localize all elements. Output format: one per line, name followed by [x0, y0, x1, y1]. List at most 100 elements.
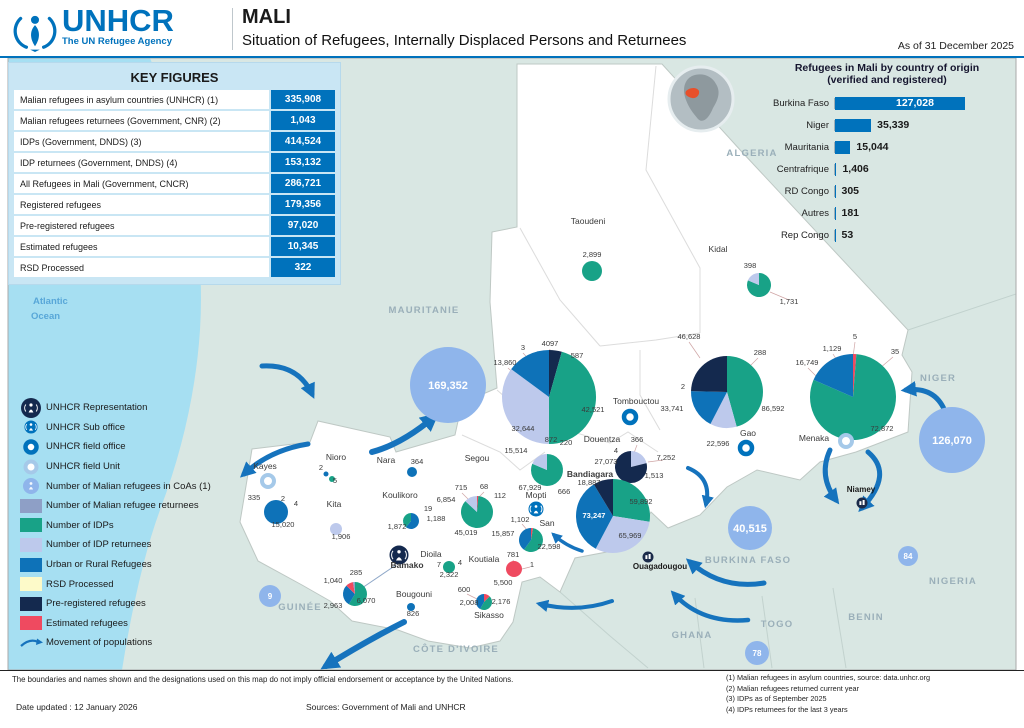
pie-slice — [615, 451, 648, 483]
pie-slice — [576, 484, 613, 549]
chart-value: 181 — [841, 206, 860, 219]
marker-nara — [407, 467, 417, 477]
page-title: MALI — [242, 6, 291, 28]
legend-label: Number of Malian refugee returnees — [46, 500, 199, 512]
legend-item: Number of Malian refugee returnees — [16, 496, 248, 516]
country-label: BURKINA FASO — [705, 555, 791, 566]
key-figures-rows: Malian refugees in asylum countries (UNH… — [14, 90, 335, 277]
chart-value: 15,044 — [856, 140, 889, 153]
figure-label: 59,892 — [630, 497, 653, 506]
chart-bar — [835, 228, 836, 242]
region-label: Bamako — [390, 560, 423, 570]
pie-slice — [348, 582, 368, 607]
chart-bar — [835, 206, 836, 220]
region-label: Dioila — [420, 549, 442, 559]
region-label: Kayes — [253, 461, 277, 471]
marker-dioila — [443, 561, 455, 573]
legend-item: RSD Processed — [16, 574, 248, 594]
pie-slice — [631, 451, 647, 467]
region-label: Nioro — [326, 452, 347, 462]
chart-category-label: RD Congo — [784, 185, 829, 197]
marker-nioro-1 — [323, 471, 329, 477]
pie-san — [518, 528, 543, 552]
legend-label: UNHCR Sub office — [46, 421, 126, 433]
figure-label: 366 — [631, 435, 644, 444]
marker-bougouni — [407, 603, 415, 611]
legend-item: UNHCR field Unit — [16, 457, 248, 477]
figure-label: 1,513 — [645, 471, 664, 480]
coa-value-niger: 126,070 — [932, 435, 972, 447]
ocean-label: Atlantic — [33, 296, 68, 307]
region-label: Nara — [377, 455, 396, 465]
pie-sikasso — [476, 594, 492, 610]
office-city-icon — [642, 551, 654, 563]
region-label: Sikasso — [474, 610, 504, 620]
idp-returnees-swatch — [16, 537, 46, 552]
pie-kidal — [747, 273, 772, 297]
key-figure-row: Malian refugees returnees (Government, C… — [14, 111, 335, 130]
pie-slice — [405, 513, 419, 529]
pie-tombouctou — [502, 350, 597, 445]
figure-label: 2 — [281, 494, 285, 503]
figure-label: 65,969 — [619, 531, 642, 540]
chart-row: Mauritania 15,044 — [756, 136, 1018, 158]
footnote: (2) Malian refugees returned current yea… — [726, 683, 860, 693]
pie-slice — [595, 516, 650, 553]
chart-subtitle: (verified and registered) — [827, 74, 947, 86]
figure-label: 1,102 — [511, 515, 530, 524]
key-figure-label: IDP returnees (Government, DNDS) (4) — [14, 153, 269, 172]
legend-item: Urban or Rural Refugees — [16, 555, 248, 575]
region-label: Gao — [740, 428, 756, 438]
pie-slice — [813, 353, 853, 397]
legend-item: UNHCR field office — [16, 437, 248, 457]
coa-value-guinee: 9 — [268, 592, 273, 601]
pie-slice — [531, 454, 564, 486]
movement-arrow — [822, 447, 840, 505]
unhcr-logo: UNHCR The UN Refugee Agency — [12, 5, 174, 57]
footer: The boundaries and names shown and the d… — [0, 670, 1024, 728]
figure-label: 1,188 — [427, 514, 446, 523]
chart-category-label: Burkina Faso — [773, 97, 829, 109]
country-label: GUINÉE — [278, 602, 322, 613]
chart-category-label: Mauritania — [784, 141, 829, 153]
chart-row: Autres 181 — [756, 202, 1018, 224]
unhcr-field-office-icon — [16, 437, 46, 457]
chart-bar — [835, 162, 837, 176]
movement-arrow — [535, 599, 614, 612]
figure-label: 1,872 — [388, 522, 407, 531]
pie-slice — [484, 594, 490, 602]
chart-category-label: Centrafrique — [776, 163, 829, 175]
figure-label: 364 — [411, 457, 424, 466]
figure-label: 18,887 — [578, 478, 601, 487]
country-label: MAURITANIE — [389, 305, 460, 316]
figure-label: 7 — [437, 560, 441, 569]
figure-label: 220 — [560, 438, 573, 447]
header: UNHCR The UN Refugee Agency MALI Situati… — [0, 0, 1024, 56]
figure-label: 398 — [744, 261, 757, 270]
pie-slice — [691, 356, 727, 392]
estimated-refugees-swatch — [16, 616, 46, 631]
figure-label: 46,628 — [678, 332, 701, 341]
pie-menaka — [809, 353, 896, 440]
figure-label: 16,749 — [796, 358, 819, 367]
movement-arrow — [685, 558, 767, 587]
footnote: (4) IDPs returnees for the last 3 years — [726, 704, 848, 714]
legend-label: UNHCR field office — [46, 441, 126, 453]
refugee-returnees-swatch — [16, 498, 46, 513]
chart-row: Centrafrique 1,406 — [756, 158, 1018, 180]
legend-label: Estimated refugees — [46, 617, 128, 629]
key-figure-label: RSD Processed — [14, 258, 269, 277]
footnotes: (1) Malian refugees in asylum countries,… — [726, 673, 930, 715]
pie-slice — [690, 391, 727, 424]
legend-label: UNHCR Representation — [46, 402, 148, 414]
pie-slice — [524, 528, 543, 552]
chart-row: Rep Congo 53 — [756, 224, 1018, 246]
key-figure-row: IDPs (Government, DNDS) (3) 414,524 — [14, 132, 335, 151]
pie-mopti-north — [531, 454, 564, 486]
region-label: Segou — [465, 453, 490, 463]
marker-nioro-2 — [329, 476, 335, 482]
chart-bar — [835, 96, 965, 110]
office-unit-icon — [260, 473, 276, 489]
unhcr-emblem-icon — [12, 6, 58, 57]
chart-category-label: Niger — [806, 119, 829, 131]
